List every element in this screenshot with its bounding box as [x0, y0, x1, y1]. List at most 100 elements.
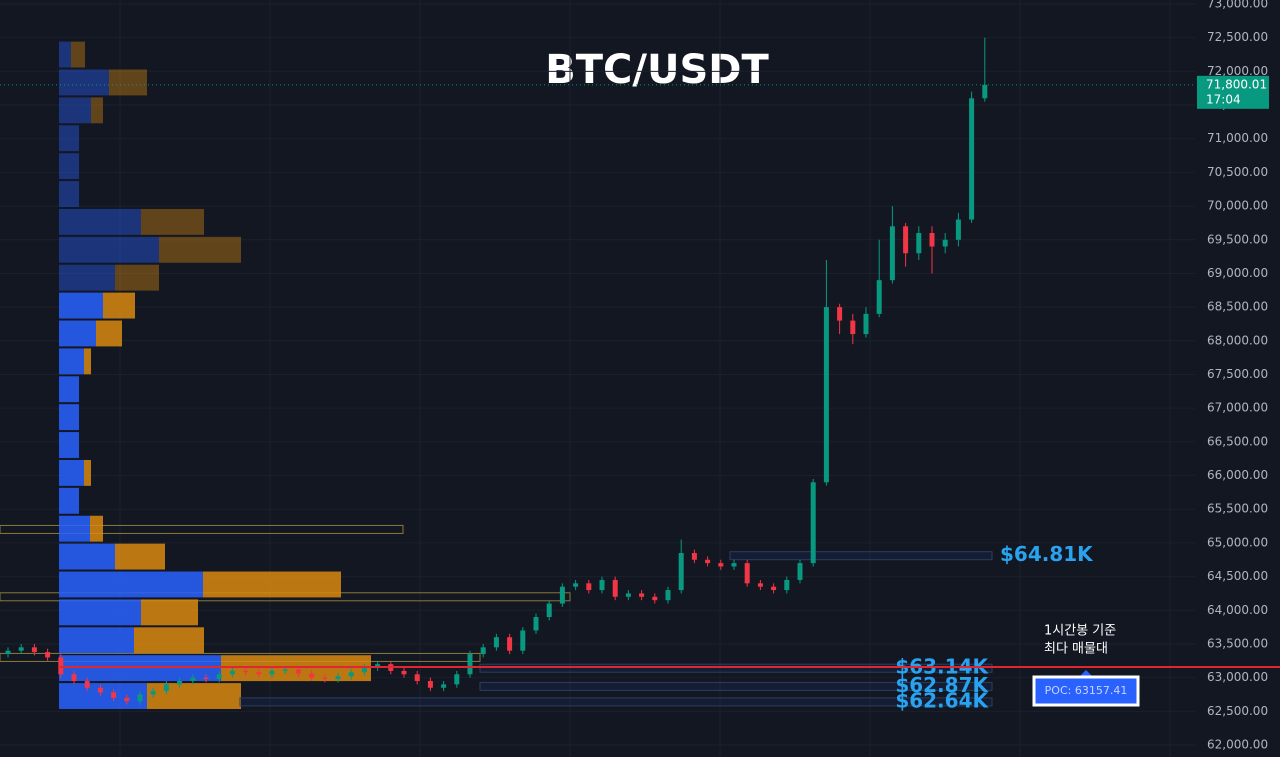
profile-buy — [59, 320, 96, 347]
y-tick-label: 66,500.00 — [1207, 434, 1268, 448]
candle-body — [282, 669, 288, 671]
candle-body — [229, 670, 235, 675]
poc-label: POC: 63157.41 — [1045, 684, 1128, 697]
y-tick-label: 70,500.00 — [1207, 165, 1268, 179]
candle-body — [163, 684, 169, 692]
candle-body — [757, 583, 763, 587]
y-tick-label: 68,000.00 — [1207, 333, 1268, 347]
note: 최다 매물대 — [1044, 642, 1108, 657]
profile-buy — [59, 69, 109, 96]
candle-body — [889, 226, 895, 281]
y-tick-label: 64,000.00 — [1207, 603, 1268, 617]
y-tick-label: 73,000.00 — [1207, 0, 1268, 10]
candle-body — [414, 674, 420, 682]
candle-body — [929, 233, 935, 247]
candle-body — [559, 586, 565, 604]
y-tick-label: 62,500.00 — [1207, 704, 1268, 718]
y-tick-label: 66,000.00 — [1207, 468, 1268, 482]
y-tick-label: 71,000.00 — [1207, 131, 1268, 145]
candle-body — [58, 657, 64, 675]
candle-body — [903, 226, 909, 254]
candle-body — [573, 583, 579, 587]
candle-body — [586, 583, 592, 591]
candle-body — [863, 313, 869, 335]
profile-buy — [59, 515, 90, 542]
profile-sell — [141, 599, 198, 626]
candle-body — [784, 579, 790, 591]
candle-body — [639, 593, 645, 597]
candle-body — [705, 559, 711, 564]
candle-body — [731, 563, 737, 567]
y-tick-label: 72,000.00 — [1207, 64, 1268, 78]
candle-body — [111, 692, 117, 698]
candle-body — [454, 674, 460, 685]
candle-body — [916, 233, 922, 254]
price-tag-label: 71,800.01 — [1206, 77, 1267, 91]
profile-buy — [59, 208, 141, 235]
level-box — [479, 681, 993, 691]
candle-body — [546, 603, 552, 618]
profile-buy — [59, 432, 79, 458]
candle-body — [441, 684, 447, 688]
candle-body — [309, 673, 315, 678]
profile-buy — [59, 97, 91, 124]
y-tick-label: 72,500.00 — [1207, 30, 1268, 44]
candle-body — [982, 84, 988, 99]
candle-body — [678, 553, 684, 591]
candle-body — [427, 681, 433, 688]
level-box — [479, 663, 993, 673]
candle-body — [520, 630, 526, 651]
profile-buy — [59, 125, 79, 152]
candle-body — [691, 553, 697, 560]
profile-sell — [71, 41, 85, 68]
candle-body — [203, 677, 209, 679]
profile-buy — [59, 41, 71, 68]
candle-body — [190, 677, 196, 682]
candle-body — [177, 681, 183, 685]
profile-sell — [91, 97, 103, 124]
profile-sell — [96, 320, 122, 347]
candle-body — [361, 667, 367, 673]
profile-buy — [59, 571, 203, 598]
candle-body — [18, 647, 24, 651]
profile-buy — [59, 683, 147, 709]
candle-body — [480, 647, 486, 655]
candle-body — [625, 593, 631, 597]
candle-body — [256, 672, 262, 675]
y-tick-label: 69,000.00 — [1207, 266, 1268, 280]
candle-body — [810, 482, 816, 564]
level-box — [239, 697, 993, 707]
profile-buy — [59, 459, 84, 486]
candle-body — [322, 677, 328, 679]
y-tick-label: 70,000.00 — [1207, 199, 1268, 213]
profile-sell — [221, 655, 371, 682]
level-box — [729, 551, 993, 561]
candle-body — [837, 307, 843, 321]
candle-body — [493, 637, 499, 648]
level-label: $62.64K — [895, 688, 989, 712]
candle-body — [269, 670, 275, 675]
candle-body — [599, 579, 605, 591]
y-tick-label: 62,000.00 — [1207, 738, 1268, 752]
profile-buy — [59, 655, 221, 682]
y-tick-label: 64,500.00 — [1207, 569, 1268, 583]
candle-body — [5, 650, 11, 655]
profile-sell — [141, 208, 204, 235]
candle-body — [797, 563, 803, 580]
profile-sell — [103, 292, 135, 319]
profile-sell — [147, 683, 241, 709]
candle-body — [375, 664, 381, 668]
candle-body — [467, 654, 473, 675]
y-tick-label: 65,000.00 — [1207, 535, 1268, 549]
candle-body — [612, 579, 618, 597]
y-tick-label: 67,000.00 — [1207, 401, 1268, 415]
profile-buy — [59, 376, 79, 403]
candle-body — [942, 239, 948, 247]
chart-title: BTC/USDT — [545, 47, 769, 93]
profile-sell — [90, 515, 103, 542]
candle-body — [97, 687, 103, 693]
profile-buy — [59, 236, 159, 263]
candle-body — [348, 672, 354, 677]
profile-buy — [59, 264, 115, 291]
candle-body — [507, 637, 513, 651]
